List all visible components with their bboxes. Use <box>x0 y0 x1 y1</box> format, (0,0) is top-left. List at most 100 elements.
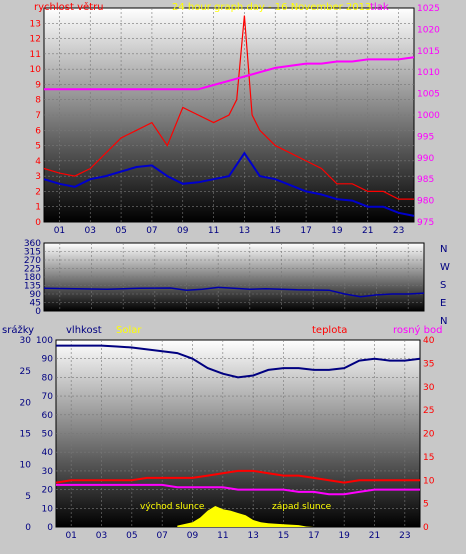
y-tick-label: 45 <box>30 299 41 309</box>
temperature-label: teplota <box>312 325 347 336</box>
panel2-grid <box>44 243 424 311</box>
x-tick-label: 09 <box>187 531 199 541</box>
temperature-tick-label: 20 <box>423 430 435 440</box>
temperature-tick-label: 25 <box>423 406 434 416</box>
y-right-tick-label: 1025 <box>417 4 440 14</box>
pressure-label: tlak <box>370 2 389 13</box>
y-left-tick-label: 12 <box>30 35 41 45</box>
y-left-tick-label: 9 <box>35 80 41 90</box>
series-wind-direction <box>43 286 425 298</box>
x-tick-label: 19 <box>331 226 343 236</box>
temperature-tick-label: 40 <box>423 336 435 346</box>
x-tick-label: 01 <box>65 531 76 541</box>
x-tick-label: 11 <box>217 531 228 541</box>
dewpoint-label: rosný bod <box>393 324 442 336</box>
y-left-tick-label: 0 <box>35 218 41 228</box>
humidity-tick-label: 20 <box>42 486 54 496</box>
x-tick-label: 09 <box>177 226 189 236</box>
humidity-tick-label: 90 <box>42 355 54 365</box>
panel1-grid <box>44 8 414 222</box>
humidity-tick-label: 50 <box>42 430 54 440</box>
x-tick-label: 19 <box>338 531 350 541</box>
series-wind-gust <box>43 15 414 200</box>
series-pressure <box>44 56 415 91</box>
humidity-tick-label: 0 <box>47 523 53 533</box>
x-tick-label: 17 <box>300 226 311 236</box>
x-tick-label: 23 <box>393 226 404 236</box>
y-left-tick-label: 10 <box>30 65 42 75</box>
rain-tick-label: 30 <box>20 336 32 346</box>
rain-tick-label: 10 <box>20 461 32 471</box>
panel3-x-labels: 01 03 05 07 09 11 13 15 17 19 21 23 <box>65 531 410 541</box>
compass-letter: W <box>440 262 450 273</box>
compass-letter: N <box>440 244 447 255</box>
humidity-tick-label: 100 <box>36 336 53 346</box>
rain-tick-label: 15 <box>20 430 31 440</box>
sunrise-annotation: východ slunce <box>140 502 205 512</box>
x-tick-label: 17 <box>308 531 319 541</box>
y-left-tick-label: 2 <box>35 187 41 197</box>
series-humidity <box>56 344 421 379</box>
temperature-tick-label: 35 <box>423 359 434 369</box>
y-left-tick-label: 13 <box>30 19 41 29</box>
rain-label: srážky <box>2 324 34 336</box>
y-right-tick-label: 1020 <box>417 25 440 35</box>
y-left-tick-label: 6 <box>35 126 41 136</box>
y-tick-label: 135 <box>24 282 41 292</box>
y-right-tick-label: 985 <box>417 175 434 185</box>
temperature-tick-label: 15 <box>423 453 434 463</box>
humidity-tick-label: 70 <box>42 392 54 402</box>
humidity-tick-label: 60 <box>42 411 54 421</box>
humidity-tick-label: 30 <box>42 467 54 477</box>
x-tick-label: 01 <box>54 226 65 236</box>
y-tick-label: 180 <box>24 273 41 283</box>
compass-letter: N <box>440 316 447 327</box>
y-left-tick-label: 7 <box>35 111 41 121</box>
rain-tick-label: 0 <box>25 523 31 533</box>
y-tick-label: 225 <box>24 265 41 275</box>
panel1-x-labels: 01 03 05 07 09 11 13 15 17 19 21 23 <box>54 226 405 236</box>
y-tick-label: 315 <box>24 248 41 258</box>
panel1-series <box>43 15 415 217</box>
y-right-tick-label: 995 <box>417 132 434 142</box>
y-right-tick-label: 1000 <box>417 111 440 121</box>
compass-letter: S <box>440 280 446 291</box>
panel3-rain-labels: 0 5 10 15 20 25 30 <box>20 336 32 533</box>
temperature-tick-label: 30 <box>423 383 435 393</box>
sunset-annotation: západ slunce <box>272 502 332 512</box>
x-tick-label: 07 <box>146 226 157 236</box>
rain-tick-label: 5 <box>25 492 31 502</box>
humidity-tick-label: 10 <box>42 504 54 514</box>
x-tick-label: 03 <box>96 531 107 541</box>
y-left-tick-label: 1 <box>35 203 41 213</box>
x-tick-label: 13 <box>239 226 250 236</box>
panel2-series <box>43 286 425 298</box>
rain-tick-label: 25 <box>20 367 31 377</box>
temperature-tick-label: 0 <box>423 523 429 533</box>
series-dewpoint <box>56 483 420 496</box>
panel3-temperature-labels: 0 5 10 15 20 25 30 35 40 <box>423 336 435 533</box>
panel3-humidity-labels: 0 10 20 30 40 50 60 70 80 90 100 <box>36 336 53 533</box>
series-solar <box>177 506 314 527</box>
wind-speed-label: rychlost větru <box>34 1 104 13</box>
x-tick-label: 07 <box>156 531 167 541</box>
series-wind-avg <box>43 151 415 217</box>
x-tick-label: 05 <box>115 226 126 236</box>
y-tick-label: 0 <box>35 307 41 317</box>
temperature-tick-label: 10 <box>423 476 435 486</box>
x-tick-label: 11 <box>208 226 219 236</box>
y-right-tick-label: 1010 <box>417 68 440 78</box>
y-left-tick-label: 11 <box>30 50 41 60</box>
panel1-right-labels: 975 980 985 990 995 1000 1005 1010 1015 1020 1025 <box>417 4 440 228</box>
y-right-tick-label: 1015 <box>417 47 440 57</box>
rain-tick-label: 20 <box>20 398 32 408</box>
humidity-tick-label: 40 <box>42 448 54 458</box>
y-tick-label: 270 <box>24 256 41 266</box>
